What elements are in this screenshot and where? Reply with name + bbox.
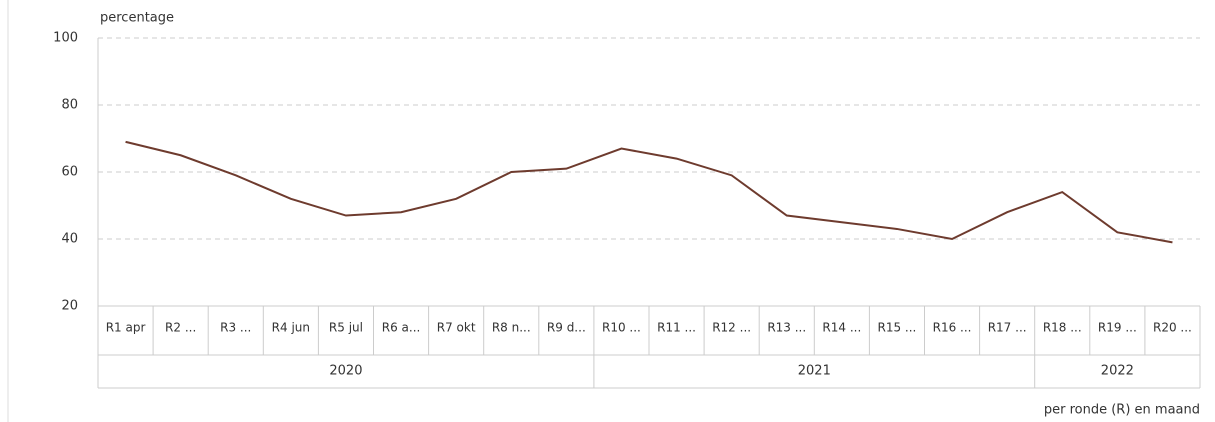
y-axis-label: percentage [100,11,174,26]
x-tick-label: R15 ... [878,321,917,335]
x-tick-label: R4 jun [272,321,310,335]
y-tick-label: 100 [53,31,78,46]
x-tick-label: R2 ... [165,321,196,335]
x-tick-label: R16 ... [933,321,972,335]
x-tick-label: R12 ... [712,321,751,335]
x-tick-label: R17 ... [988,321,1027,335]
x-tick-label: R9 d... [547,321,586,335]
y-tick-label: 80 [61,98,78,113]
group-label: 2020 [329,364,362,379]
x-tick-label: R7 okt [437,321,476,335]
x-tick-label: R6 a... [382,321,421,335]
x-tick-label: R5 jul [329,321,363,335]
x-tick-label: R10 ... [602,321,641,335]
x-tick-label: R1 apr [106,321,146,335]
x-tick-label: R14 ... [822,321,861,335]
group-label: 2022 [1101,364,1134,379]
y-tick-label: 60 [61,165,78,180]
group-label: 2021 [798,364,831,379]
line-series [125,140,1173,244]
x-tick-label: R11 ... [657,321,696,335]
y-tick-label: 40 [61,232,78,247]
x-tick-label: R8 n... [492,321,531,335]
x-tick-label: R13 ... [767,321,806,335]
x-axis-label: per ronde (R) en maand [1044,403,1200,418]
y-tick-label: 20 [61,299,78,314]
x-tick-label: R18 ... [1043,321,1082,335]
x-tick-label: R3 ... [220,321,251,335]
x-tick-label: R20 ... [1153,321,1192,335]
x-tick-label: R19 ... [1098,321,1137,335]
